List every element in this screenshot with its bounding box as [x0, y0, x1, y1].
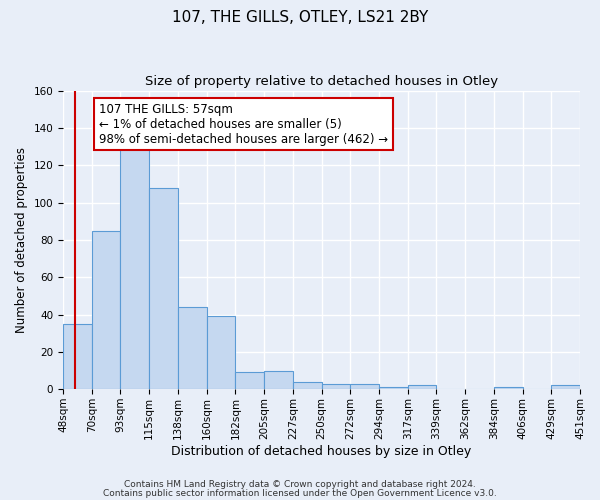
Bar: [235, 372, 264, 389]
Bar: [149, 188, 178, 389]
Bar: [494, 388, 523, 389]
Text: 107, THE GILLS, OTLEY, LS21 2BY: 107, THE GILLS, OTLEY, LS21 2BY: [172, 10, 428, 25]
X-axis label: Distribution of detached houses by size in Otley: Distribution of detached houses by size …: [172, 444, 472, 458]
Bar: [63, 324, 92, 389]
Bar: [350, 384, 379, 389]
Bar: [264, 370, 293, 389]
Title: Size of property relative to detached houses in Otley: Size of property relative to detached ho…: [145, 75, 498, 88]
Y-axis label: Number of detached properties: Number of detached properties: [15, 147, 28, 333]
Text: 107 THE GILLS: 57sqm
← 1% of detached houses are smaller (5)
98% of semi-detache: 107 THE GILLS: 57sqm ← 1% of detached ho…: [99, 102, 388, 146]
Bar: [322, 384, 350, 389]
Bar: [178, 307, 206, 389]
Bar: [293, 382, 322, 389]
Text: Contains HM Land Registry data © Crown copyright and database right 2024.: Contains HM Land Registry data © Crown c…: [124, 480, 476, 489]
Bar: [551, 386, 580, 389]
Bar: [407, 386, 436, 389]
Bar: [206, 316, 235, 389]
Bar: [121, 146, 149, 389]
Bar: [379, 388, 407, 389]
Text: Contains public sector information licensed under the Open Government Licence v3: Contains public sector information licen…: [103, 490, 497, 498]
Bar: [92, 230, 121, 389]
